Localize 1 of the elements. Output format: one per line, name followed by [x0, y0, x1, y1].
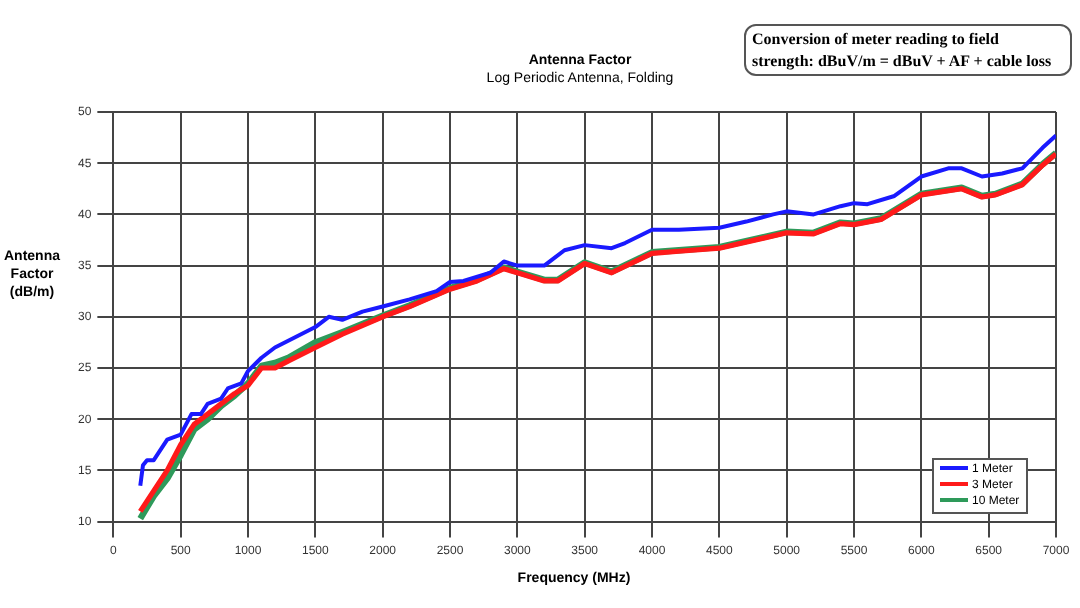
text: Conversion of meter reading to field strength: dBuV/m = dBuV + AF + cable loss: [744, 24, 1072, 76]
